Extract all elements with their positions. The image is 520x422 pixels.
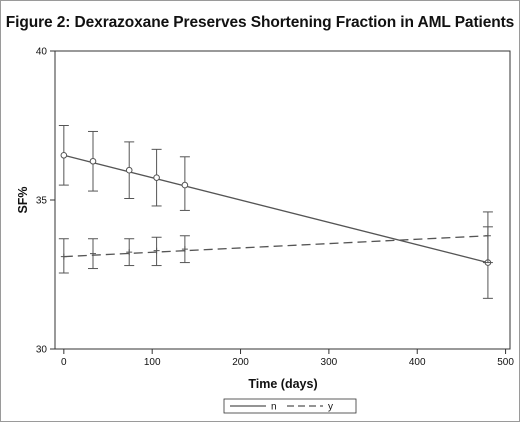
- legend-label-y: y: [328, 402, 333, 413]
- plot-area: [54, 50, 511, 350]
- x-tick-label: 200: [232, 357, 249, 368]
- series-layer: [58, 125, 493, 299]
- legend-label-n: n: [271, 402, 277, 413]
- data-point: [181, 246, 188, 253]
- series-n-line: [63, 154, 489, 264]
- axis-ticks: 0 100 200 300 400 500 30 35 40: [36, 47, 514, 369]
- chart-title: Figure 2: Dexrazoxane Preserves Shorteni…: [5, 14, 515, 31]
- y-tick-label: 30: [36, 345, 48, 356]
- x-tick-label: 500: [497, 357, 514, 368]
- x-axis-label: Time (days): [248, 377, 317, 391]
- data-point: [153, 174, 160, 181]
- x-tick-label: 100: [144, 357, 161, 368]
- x-tick-label: 0: [61, 357, 67, 368]
- data-point: [484, 232, 491, 239]
- series-n: [58, 125, 493, 299]
- data-point: [89, 250, 96, 257]
- data-point: [153, 247, 160, 254]
- x-tick-label: 400: [409, 357, 426, 368]
- x-tick-label: 300: [321, 357, 338, 368]
- data-point: [126, 249, 133, 256]
- data-point: [60, 152, 68, 159]
- y-tick-label: 35: [36, 196, 48, 207]
- data-point: [181, 181, 189, 189]
- data-point: [125, 166, 133, 174]
- y-tick-label: 40: [36, 47, 48, 58]
- series-y-line: [63, 235, 488, 258]
- data-point: [60, 253, 67, 260]
- series-y: [58, 211, 493, 274]
- data-point: [89, 157, 97, 165]
- y-axis-label: SF%: [16, 186, 30, 213]
